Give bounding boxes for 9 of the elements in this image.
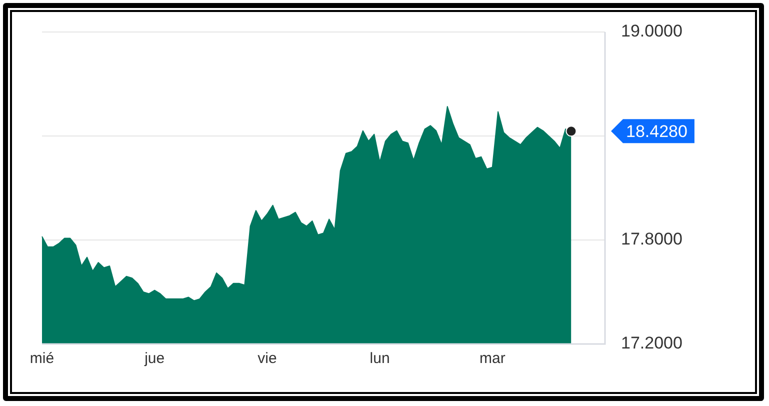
y-tick-label: 17.8000 xyxy=(621,230,682,249)
x-tick-label: mar xyxy=(479,350,506,368)
x-tick-label: lun xyxy=(370,350,390,368)
y-tick-label: 19.0000 xyxy=(621,22,682,41)
x-tick-label: vie xyxy=(258,350,277,368)
y-tick-label: 17.2000 xyxy=(621,334,682,353)
text: 18.4280 xyxy=(626,122,688,141)
x-tick-label: jue xyxy=(144,350,165,368)
x-tick-label: mié xyxy=(30,350,54,368)
